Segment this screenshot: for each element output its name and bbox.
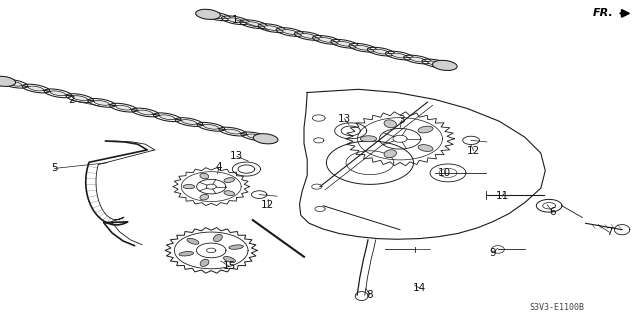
Ellipse shape	[360, 136, 376, 142]
Text: 7: 7	[606, 227, 612, 237]
Text: 13: 13	[338, 114, 351, 124]
Ellipse shape	[200, 194, 209, 200]
Ellipse shape	[253, 134, 278, 144]
Ellipse shape	[196, 9, 220, 19]
Ellipse shape	[224, 178, 234, 182]
Ellipse shape	[179, 252, 193, 256]
Ellipse shape	[384, 150, 396, 158]
Ellipse shape	[51, 91, 65, 96]
Text: 15: 15	[223, 261, 236, 271]
Ellipse shape	[204, 124, 218, 129]
Ellipse shape	[183, 184, 195, 189]
Ellipse shape	[223, 256, 236, 263]
Ellipse shape	[246, 22, 261, 26]
Ellipse shape	[138, 110, 153, 115]
Ellipse shape	[200, 173, 209, 179]
Text: 10: 10	[438, 168, 451, 178]
Text: 4: 4	[216, 162, 222, 173]
Ellipse shape	[182, 120, 196, 124]
Ellipse shape	[28, 86, 44, 91]
Text: 8: 8	[367, 290, 373, 300]
Ellipse shape	[384, 120, 396, 128]
Ellipse shape	[428, 61, 444, 66]
Text: 12: 12	[261, 200, 274, 210]
Text: 1: 1	[232, 15, 239, 25]
Ellipse shape	[282, 30, 298, 34]
Ellipse shape	[229, 245, 243, 249]
Ellipse shape	[228, 18, 243, 23]
Text: 9: 9	[490, 248, 496, 258]
Text: S3V3-E1100B: S3V3-E1100B	[529, 303, 584, 312]
Ellipse shape	[392, 53, 407, 58]
Ellipse shape	[319, 38, 334, 42]
Ellipse shape	[418, 145, 433, 152]
Ellipse shape	[225, 129, 241, 134]
Text: 12: 12	[467, 145, 480, 156]
Ellipse shape	[337, 41, 352, 46]
Ellipse shape	[72, 96, 87, 100]
Ellipse shape	[355, 45, 371, 50]
Text: 3: 3	[399, 115, 405, 125]
Ellipse shape	[224, 191, 234, 196]
Ellipse shape	[301, 33, 316, 38]
Text: 2: 2	[68, 95, 75, 106]
Text: 11: 11	[496, 191, 509, 201]
Ellipse shape	[200, 259, 209, 266]
Ellipse shape	[418, 126, 433, 133]
Ellipse shape	[410, 57, 425, 62]
Text: 5: 5	[51, 163, 58, 174]
Ellipse shape	[247, 134, 262, 139]
Ellipse shape	[264, 26, 279, 31]
Ellipse shape	[209, 14, 225, 19]
Text: 6: 6	[550, 207, 556, 217]
Ellipse shape	[187, 238, 199, 244]
Ellipse shape	[374, 49, 388, 54]
Ellipse shape	[6, 81, 22, 86]
Ellipse shape	[116, 105, 131, 110]
Text: 14: 14	[413, 283, 426, 293]
Ellipse shape	[94, 100, 109, 105]
Ellipse shape	[214, 234, 222, 241]
Text: FR.: FR.	[593, 8, 613, 19]
Ellipse shape	[159, 115, 175, 120]
Ellipse shape	[433, 60, 457, 70]
Ellipse shape	[0, 76, 15, 86]
Text: 13: 13	[230, 151, 243, 161]
